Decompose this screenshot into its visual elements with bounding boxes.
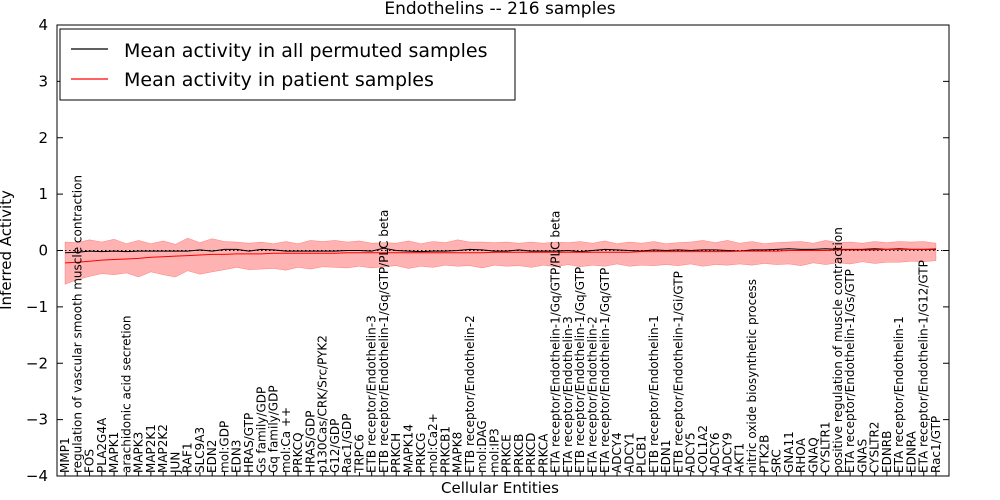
- entity-label: MAPK8: [451, 432, 465, 473]
- entity-label: ADCY5: [684, 432, 698, 473]
- entity-label: MAPK14: [402, 424, 416, 473]
- entity-label: TRPC6: [352, 434, 366, 474]
- y-axis-label: Inferred Activity: [0, 190, 15, 310]
- entity-label: EDN2: [205, 440, 219, 473]
- entity-label: RAF1: [181, 442, 195, 473]
- entity-label: ETB receptor/Endothelin-3: [365, 315, 379, 473]
- y-tick-label: −2: [26, 354, 48, 372]
- entity-label: G12/GDP: [328, 419, 342, 473]
- entity-label: PRKCQ: [291, 432, 305, 473]
- entity-label: PRKCD: [524, 433, 538, 473]
- entity-label: COL1A2: [696, 425, 710, 473]
- entity-label: EDN1: [659, 440, 673, 473]
- entity-label: arachidonic acid secretion: [119, 316, 133, 473]
- entity-label: Rac1/GTP: [929, 416, 943, 473]
- entity-label: JUN: [168, 452, 182, 474]
- entity-label: ETA receptor/Endothelin-1/Gq/GTP/PLC bet…: [549, 211, 563, 473]
- entity-label: EDNRB: [880, 431, 894, 473]
- entity-label: ETB receptor/Endothelin-1: [647, 315, 661, 473]
- y-tick-label: −1: [26, 298, 48, 316]
- entity-label: mol:Ca ++: [279, 407, 293, 473]
- entity-label: GNAS: [855, 439, 869, 473]
- y-tick-label: 4: [38, 16, 48, 34]
- y-tick-label: 0: [38, 242, 48, 260]
- patient-mean-line: [64, 248, 937, 264]
- legend-box: [59, 28, 516, 101]
- series-layer: [64, 247, 937, 264]
- entity-label: GNAQ: [806, 437, 820, 473]
- y-tick-label: −4: [26, 467, 48, 485]
- entity-label: SRC: [770, 449, 784, 473]
- entity-label: PLCB1: [635, 435, 649, 473]
- y-tick-label: 2: [38, 129, 48, 147]
- entity-label: ETA receptor/Endothelin-2: [586, 316, 600, 473]
- x-axis-label: Cellular Entities: [441, 479, 559, 497]
- entity-label: p130Cas/CRK/Src/PYK2: [316, 335, 330, 473]
- entity-label: ETB receptor/Endothelin-2: [463, 315, 477, 473]
- entity-label: FOS: [83, 449, 97, 473]
- legend-label-permuted: Mean activity in all permuted samples: [124, 40, 487, 62]
- entity-label: ADCY1: [622, 432, 636, 473]
- entity-label: PRKCG: [414, 433, 428, 473]
- entity-label: regulation of vascular smooth muscle con…: [70, 175, 84, 473]
- entity-label: ETA receptor/Endothelin-1/Gs/GTP: [843, 269, 857, 473]
- entity-label: ETA receptor/Endothelin-1: [892, 316, 906, 473]
- entity-label: ETA receptor/Endothelin-1/G12/GTP: [917, 260, 931, 473]
- entity-label: mol:GDP: [218, 421, 232, 473]
- entity-label: ADCY4: [610, 432, 624, 473]
- entity-label: CYSLTR2: [868, 422, 882, 473]
- y-tick-label: −3: [26, 411, 48, 429]
- entity-label: ETB receptor/Endothelin-1/Gq/GTP/PLC bet…: [377, 210, 391, 473]
- entity-label: AKT1: [733, 443, 747, 473]
- entity-label: mol:IP3: [487, 428, 501, 473]
- entity-label: ADCY9: [721, 432, 735, 473]
- entity-label: GNA11: [782, 431, 796, 473]
- y-tick-label: 3: [38, 72, 48, 90]
- y-tick-label: 1: [38, 185, 48, 203]
- entity-label: ETA receptor/Endothelin-1/Gq/GTP: [598, 268, 612, 473]
- legend-label-patient: Mean activity in patient samples: [124, 69, 434, 91]
- entity-label: MMP1: [58, 437, 72, 473]
- entity-label: mol:Ca2+: [426, 413, 440, 473]
- entity-label: Rac1/GDP: [340, 414, 354, 473]
- entity-label: MAP2K1: [144, 424, 158, 473]
- entity-label: HRAS/GDP: [303, 410, 317, 473]
- entity-label: ETB receptor/Endothelin-1/Gi/GTP: [671, 271, 685, 473]
- entity-label: mol:DAG: [475, 420, 489, 473]
- entity-label: MAPK3: [132, 432, 146, 473]
- entity-label: PRKCB: [512, 434, 526, 473]
- entity-label: PRKCE: [500, 434, 514, 473]
- entity-label: MAP2K2: [156, 424, 170, 473]
- entity-label: PRKCA: [536, 433, 550, 473]
- entity-label: ETA receptor/Endothelin-3: [561, 316, 575, 473]
- permuted-mean-line: [64, 247, 936, 254]
- entity-label: positive regulation of muscle contractio…: [831, 227, 845, 473]
- entity-label: PRKCB1: [438, 426, 452, 473]
- entity-label: EDN3: [230, 440, 244, 473]
- entity-label: MAPK1: [107, 432, 121, 473]
- entity-label: PTK2B: [757, 435, 771, 473]
- entity-label: ADCY6: [708, 432, 722, 473]
- entity-label: HRAS/GTP: [242, 413, 256, 473]
- chart-title: Endothelins -- 216 samples: [384, 0, 615, 19]
- entity-label: PLA2G4A: [95, 417, 109, 473]
- entity-label: CYSLTR1: [819, 422, 833, 473]
- entity-label: Gs family/GDP: [254, 387, 268, 473]
- legend: Mean activity in all permuted samples Me…: [59, 28, 516, 101]
- entity-label: nitric oxide biosynthetic process: [745, 279, 759, 473]
- entity-label: EDNRA: [905, 430, 919, 473]
- entity-label: RHOA: [794, 437, 808, 473]
- entity-label: SLC9A3: [193, 427, 207, 473]
- entity-label: PRKCH: [389, 433, 403, 473]
- entity-label: Gq family/GDP: [267, 385, 281, 473]
- y-axis: 4 3 2 1 0 −1 −2 −3 −4: [26, 16, 949, 485]
- entity-label: ETB receptor/Endothelin-1/Gq/GTP: [573, 267, 587, 473]
